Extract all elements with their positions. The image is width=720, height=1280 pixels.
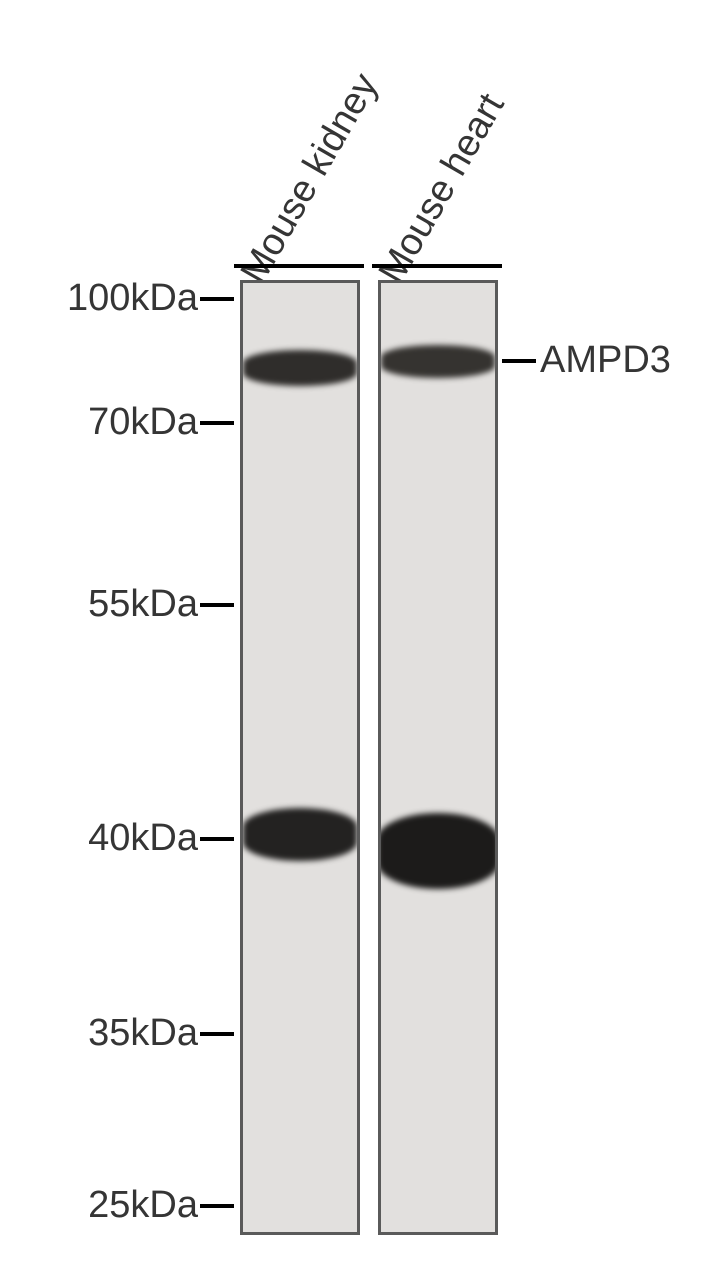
- lane-label: Mouse kidney: [233, 66, 387, 291]
- mw-marker-label: 100kDa: [67, 277, 198, 320]
- mw-marker-label: 55kDa: [88, 583, 198, 626]
- lane-underline: [234, 264, 364, 268]
- lane-labels-area: Mouse kidneyMouse heart: [0, 0, 720, 280]
- mw-marker-tick: [200, 297, 234, 301]
- blot-figure: Mouse kidneyMouse heart 100kDa 70kDa 55kDa…: [0, 0, 720, 1280]
- protein-band: [243, 350, 357, 386]
- target-label: AMPD3: [540, 339, 671, 382]
- protein-band: [381, 345, 495, 378]
- lane-label: Mouse heart: [371, 87, 514, 291]
- mw-marker-tick: [200, 1204, 234, 1208]
- protein-band: [378, 813, 498, 889]
- mw-marker-label: 25kDa: [88, 1184, 198, 1227]
- blot-lane: [378, 280, 498, 1235]
- lane-underline: [372, 264, 502, 268]
- blot-area: 100kDa 70kDa 55kDa 40kDa 35kDa 25kDa AMPD3: [0, 280, 720, 1240]
- blot-lane: [240, 280, 360, 1235]
- mw-marker-tick: [200, 1032, 234, 1036]
- target-tick: [502, 359, 536, 363]
- mw-marker-tick: [200, 421, 234, 425]
- protein-band: [243, 808, 357, 861]
- mw-marker-label: 70kDa: [88, 401, 198, 444]
- mw-marker-tick: [200, 603, 234, 607]
- mw-marker-tick: [200, 837, 234, 841]
- mw-marker-label: 40kDa: [88, 817, 198, 860]
- mw-marker-label: 35kDa: [88, 1012, 198, 1055]
